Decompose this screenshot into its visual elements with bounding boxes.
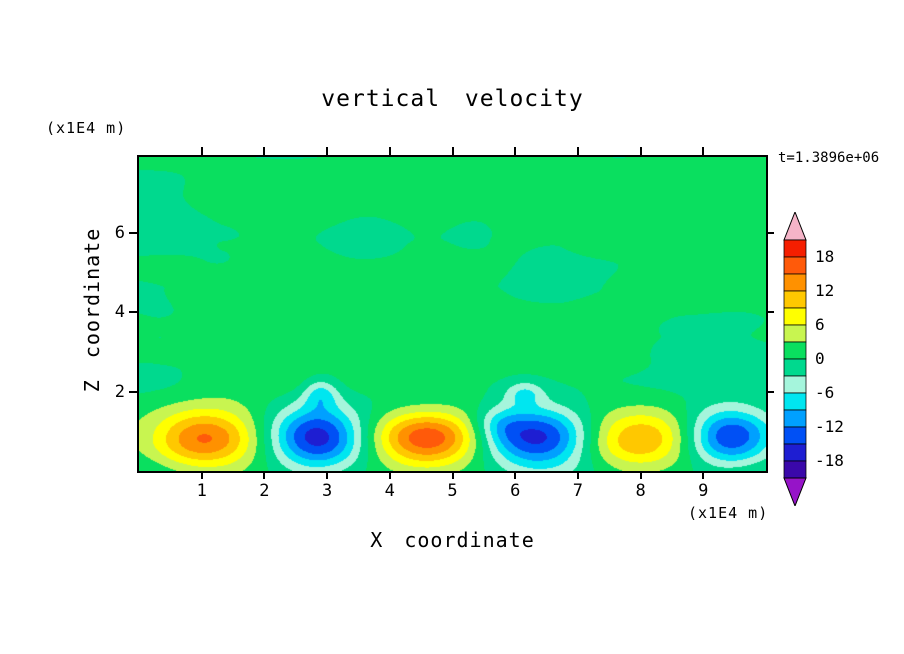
colorbar-label: 6: [815, 315, 825, 334]
z-axis-label: Z coordinate: [80, 227, 104, 393]
x-tick-mark-bottom: [451, 471, 454, 479]
colorbar-band: [783, 307, 807, 326]
colorbar-label: -6: [815, 383, 835, 402]
colorbar-band: [783, 324, 807, 343]
colorbar-band: [783, 290, 807, 309]
x-tick-mark-bottom: [576, 471, 579, 479]
x-tick-mark-bottom: [200, 471, 203, 479]
x-tick-label: 7: [572, 481, 584, 501]
colorbar-band: [783, 460, 807, 479]
z-tick-mark-right: [766, 311, 774, 313]
y-axis-unit-label: (x1E4 m): [46, 119, 127, 137]
x-tick-mark-top: [200, 147, 203, 155]
x-tick-mark-bottom: [263, 471, 266, 479]
x-tick-mark-bottom: [639, 471, 642, 479]
colorbar-band: [783, 273, 807, 292]
x-tick-label: 4: [384, 481, 395, 501]
chart-title: vertical velocity: [321, 86, 584, 112]
x-tick-mark-top: [639, 147, 642, 155]
z-tick-mark-left: [129, 231, 137, 234]
x-tick-mark-top: [326, 147, 329, 155]
colorbar-band: [783, 358, 807, 377]
x-tick-mark-bottom: [388, 471, 391, 479]
z-tick-label: 4: [114, 302, 125, 322]
colorbar-band: [783, 375, 807, 394]
x-tick-mark-top: [576, 147, 579, 155]
x-tick-label: 1: [196, 481, 207, 501]
z-tick-label: 2: [114, 381, 125, 402]
x-tick-label: 5: [447, 481, 458, 501]
colorbar-label: 12: [815, 281, 835, 300]
colorbar-band: [783, 341, 807, 360]
colorbar-label: 0: [815, 349, 825, 368]
x-tick-label: 9: [698, 481, 709, 501]
x-tick-mark-top: [263, 147, 266, 155]
x-tick-label: 3: [321, 481, 333, 501]
colorbar-label: 18: [815, 247, 835, 266]
colorbar-over-arrow: [783, 210, 807, 241]
x-tick-mark-top: [702, 147, 705, 155]
z-tick-mark-right: [766, 390, 774, 393]
x-tick-mark-top: [451, 147, 454, 155]
colorbar-band: [783, 392, 807, 411]
x-axis-unit-label: (x1E4 m): [688, 504, 769, 522]
colorbar: 18 12 6 0 -6 -12 -18: [783, 210, 844, 510]
colorbar-graphic: [783, 210, 807, 508]
colorbar-label: -18: [815, 451, 844, 470]
colorbar-band: [783, 409, 807, 428]
x-tick-mark-top: [388, 147, 391, 155]
x-tick-label: 8: [635, 481, 646, 501]
time-label: t=1.3896e+06: [778, 150, 880, 166]
x-tick-mark-bottom: [514, 471, 517, 479]
colorbar-label: -12: [815, 417, 844, 436]
x-tick-label: 2: [259, 481, 270, 501]
x-axis-label: X coordinate: [370, 528, 535, 552]
plot-area: 1 2 3 4 5 6 7 8 9 2 4 6: [115, 147, 774, 501]
colorbar-band: [783, 239, 807, 258]
x-tick-label: 6: [510, 481, 521, 501]
contour-canvas: [139, 157, 766, 471]
x-tick-mark-top: [514, 147, 517, 155]
colorbar-band: [783, 256, 807, 275]
colorbar-under-arrow: [783, 477, 807, 508]
z-tick-mark-left: [129, 390, 137, 393]
z-tick-mark-left: [129, 311, 137, 313]
colorbar-band: [783, 443, 807, 462]
x-tick-mark-bottom: [326, 471, 329, 479]
colorbar-band: [783, 426, 807, 445]
z-tick-mark-right: [766, 231, 774, 234]
z-tick-label: 6: [114, 222, 125, 243]
x-tick-mark-bottom: [702, 471, 705, 479]
